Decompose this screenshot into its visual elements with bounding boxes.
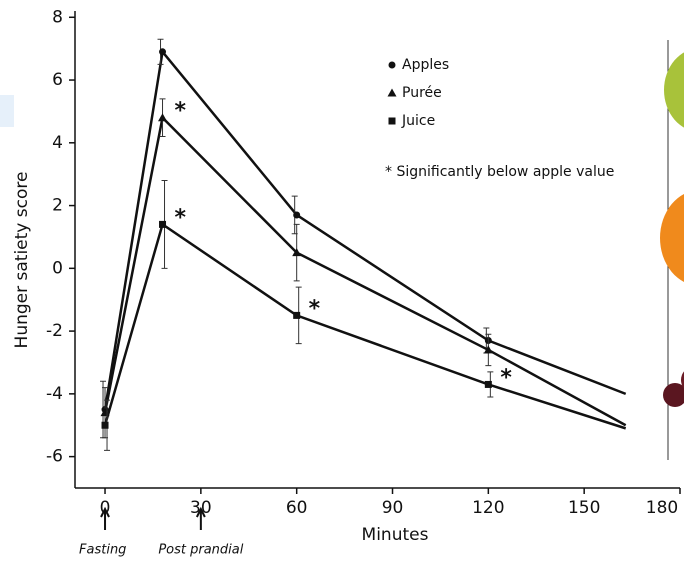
y-axis-label: Hunger satiety score bbox=[12, 172, 32, 349]
legend-label: Apples bbox=[402, 57, 449, 73]
marker bbox=[483, 345, 493, 354]
x-tick-label: 60 bbox=[286, 498, 308, 518]
significance-star: * bbox=[175, 99, 187, 124]
y-tick-label: 6 bbox=[52, 70, 63, 90]
background-tab bbox=[0, 95, 14, 127]
legend-marker bbox=[387, 88, 397, 97]
time-marker-label: Post prandial bbox=[158, 543, 243, 558]
fruit-photo bbox=[664, 52, 684, 128]
significance-star: * bbox=[309, 296, 321, 321]
marker bbox=[101, 421, 109, 429]
marker bbox=[484, 380, 492, 388]
x-tick-label: 180 bbox=[646, 498, 678, 518]
y-tick-label: 2 bbox=[52, 196, 63, 216]
marker bbox=[158, 113, 168, 122]
y-tick-label: -2 bbox=[46, 321, 63, 341]
y-tick-label: 0 bbox=[52, 258, 63, 278]
marker bbox=[293, 211, 301, 219]
y-tick-label: -4 bbox=[46, 384, 63, 404]
legend-note: * Significantly below apple value bbox=[385, 164, 614, 180]
fruit-photo bbox=[660, 194, 684, 282]
time-marker-label: Fasting bbox=[79, 543, 126, 558]
legend-marker bbox=[388, 61, 396, 69]
y-tick-label: 4 bbox=[52, 133, 63, 153]
x-tick-label: 150 bbox=[568, 498, 600, 518]
marker bbox=[292, 248, 302, 257]
y-tick-label: 8 bbox=[52, 7, 63, 27]
x-tick-label: 90 bbox=[382, 498, 404, 518]
legend-label: Purée bbox=[402, 85, 442, 101]
significance-star: * bbox=[175, 205, 187, 230]
legend-label: Juice bbox=[401, 113, 435, 129]
marker bbox=[159, 48, 167, 56]
arrow bbox=[100, 506, 110, 530]
x-tick-label: 120 bbox=[472, 498, 504, 518]
legend-marker bbox=[388, 117, 396, 125]
arrow bbox=[195, 506, 206, 530]
y-tick-label: -6 bbox=[46, 447, 63, 467]
fruit-photo bbox=[663, 383, 684, 407]
significance-star: * bbox=[500, 365, 512, 390]
x-axis-label: Minutes bbox=[362, 525, 429, 545]
fruit-photo bbox=[681, 371, 684, 389]
series-line bbox=[103, 222, 627, 430]
marker bbox=[159, 220, 167, 228]
marker bbox=[293, 311, 301, 319]
